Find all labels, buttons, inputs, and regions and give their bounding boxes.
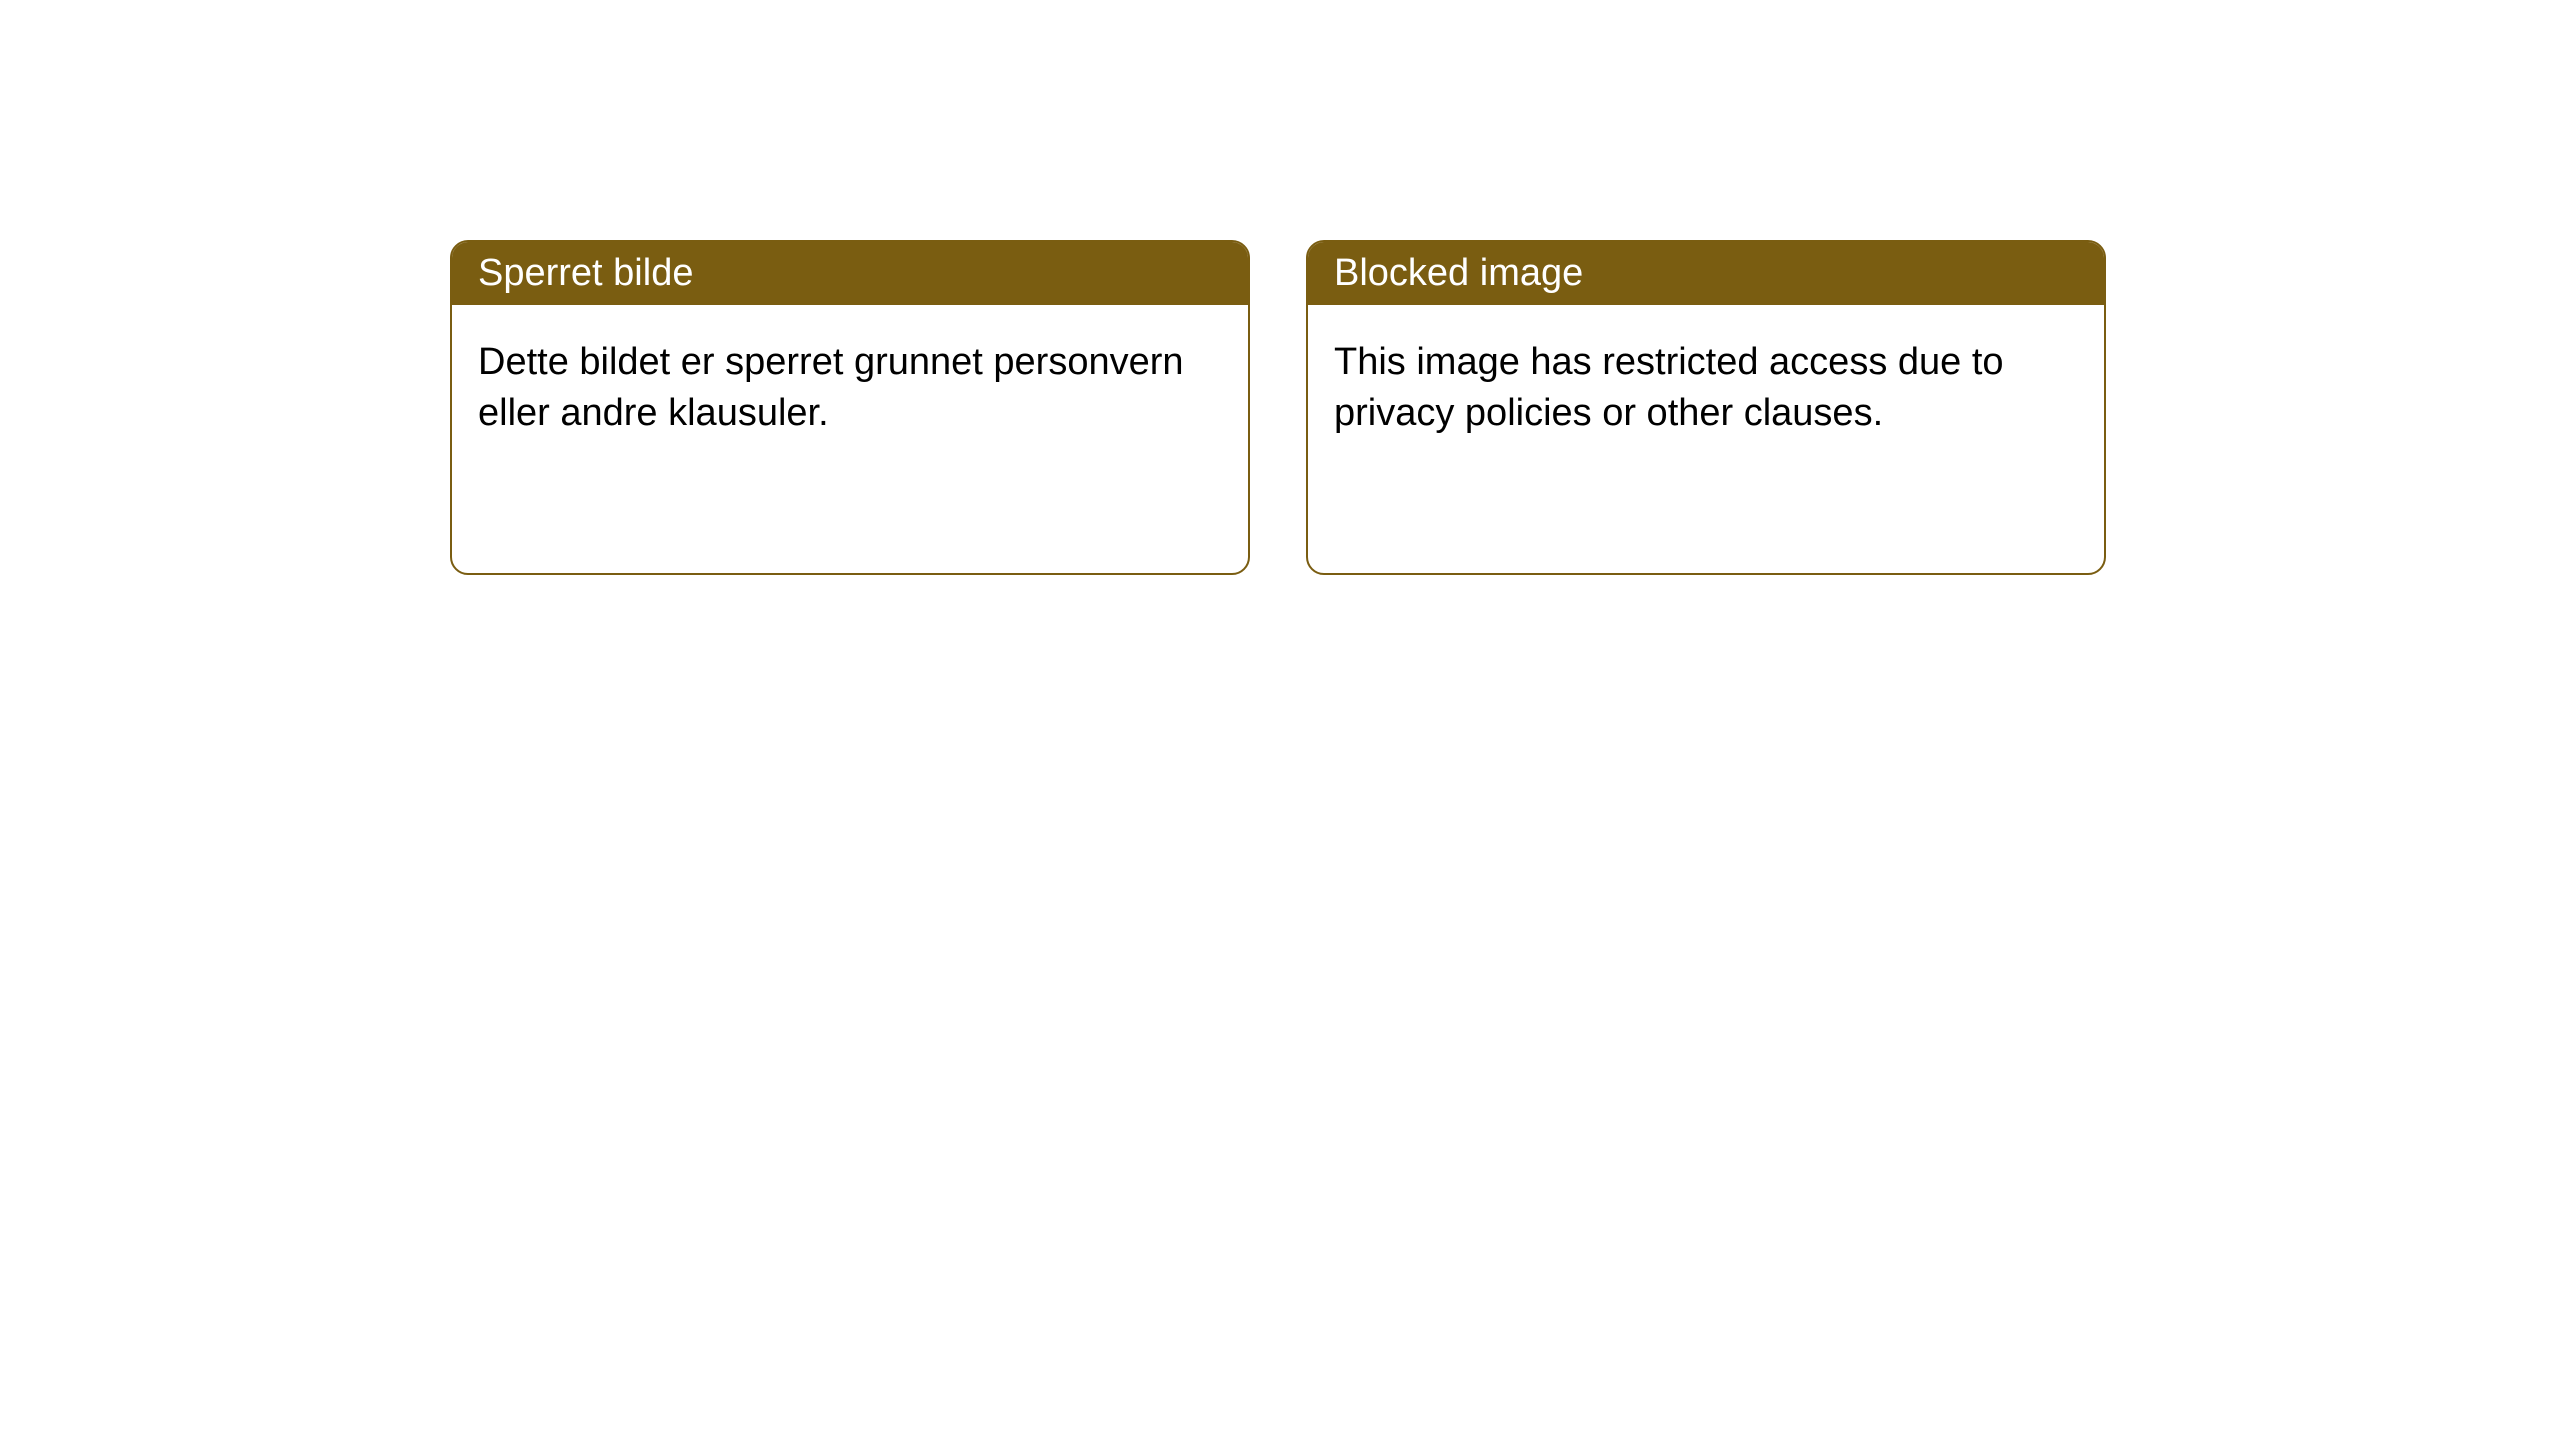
card-body: This image has restricted access due to … [1308, 305, 2104, 573]
card-body-text: Dette bildet er sperret grunnet personve… [478, 337, 1222, 440]
card-header-text: Blocked image [1334, 252, 1583, 294]
card-body-text: This image has restricted access due to … [1334, 337, 2078, 440]
card-header: Blocked image [1308, 242, 2104, 305]
notice-card-english: Blocked image This image has restricted … [1306, 240, 2106, 575]
notice-cards-container: Sperret bilde Dette bildet er sperret gr… [0, 0, 2560, 575]
card-header: Sperret bilde [452, 242, 1248, 305]
card-body: Dette bildet er sperret grunnet personve… [452, 305, 1248, 573]
card-header-text: Sperret bilde [478, 252, 693, 294]
notice-card-norwegian: Sperret bilde Dette bildet er sperret gr… [450, 240, 1250, 575]
